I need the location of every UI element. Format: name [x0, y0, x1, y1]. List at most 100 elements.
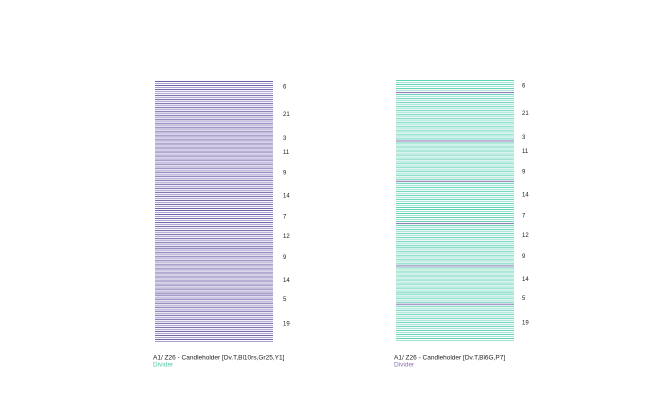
count-label: 7 [522, 214, 526, 220]
stripe [396, 84, 514, 86]
stripe [155, 181, 273, 183]
stripe [396, 124, 514, 126]
stripe [396, 293, 514, 295]
stripe [396, 245, 514, 247]
stripe [396, 247, 514, 249]
stripe [155, 240, 273, 242]
stripe [396, 231, 514, 233]
stripe [155, 135, 273, 137]
stripe [396, 128, 514, 130]
stripe [396, 88, 514, 90]
stripe [155, 163, 273, 165]
stripe [155, 214, 273, 216]
stripe [396, 305, 514, 307]
stripe [155, 250, 273, 252]
stripe [396, 287, 514, 289]
stripe [396, 196, 514, 198]
stripe [155, 103, 273, 105]
stripe [155, 280, 273, 282]
stripe [396, 335, 514, 337]
stripe [396, 100, 514, 102]
stripe [155, 338, 273, 340]
stripe [396, 142, 514, 144]
stripe [396, 271, 514, 273]
stripe [155, 238, 273, 240]
stripe [155, 258, 273, 260]
stripe [396, 309, 514, 311]
stripe [155, 294, 273, 296]
stripe [155, 302, 273, 304]
stripe [396, 235, 514, 237]
stripe [155, 298, 273, 300]
stripe [155, 117, 273, 119]
stripe [155, 113, 273, 115]
count-label: 6 [283, 85, 287, 91]
stripe [396, 317, 514, 319]
count-label: 12 [522, 233, 529, 239]
stripe [396, 170, 514, 172]
stripe [396, 204, 514, 206]
stripe [155, 129, 273, 131]
count-label: 12 [283, 234, 290, 240]
stripe [155, 224, 273, 226]
stripe [396, 217, 514, 219]
stripe [155, 97, 273, 99]
stripe [155, 193, 273, 195]
stripe [155, 300, 273, 302]
stripe [396, 154, 514, 156]
stripe [396, 176, 514, 178]
stripe [396, 180, 514, 182]
stripe [396, 289, 514, 291]
stripe [155, 99, 273, 101]
stripe [155, 83, 273, 85]
stripe [155, 246, 273, 248]
stripe [155, 203, 273, 205]
stripe [155, 244, 273, 246]
stripe [155, 185, 273, 187]
stripe [155, 127, 273, 129]
stripe [155, 330, 273, 332]
stripe [396, 182, 514, 184]
stripe [396, 211, 514, 212]
stripe [396, 120, 514, 122]
stripe [155, 292, 273, 294]
stripe [396, 162, 514, 164]
stripe [396, 148, 514, 150]
stripe [155, 288, 273, 290]
stripe [396, 134, 514, 136]
stripe [396, 166, 514, 168]
stripe [155, 232, 273, 234]
stripe [396, 249, 514, 251]
stripe [155, 336, 273, 338]
stripe [155, 167, 273, 169]
stripe [396, 229, 514, 231]
stripe [396, 331, 514, 333]
stripe [396, 337, 514, 339]
stripe [396, 333, 514, 335]
stripe [155, 205, 273, 207]
stripe [396, 307, 514, 309]
stripe [396, 194, 514, 196]
stripe [396, 279, 514, 281]
stripe [396, 82, 514, 84]
stripe [155, 230, 273, 232]
stripe [396, 259, 514, 261]
stripe [396, 285, 514, 287]
stripe [396, 138, 514, 140]
stripe [155, 326, 273, 328]
stripe [396, 92, 514, 94]
stripe [155, 322, 273, 324]
stripe [155, 242, 273, 244]
stripe [396, 255, 514, 257]
stripe [155, 81, 273, 82]
stripe [396, 86, 514, 88]
subcaption: Divider [394, 362, 415, 369]
stripe [155, 272, 273, 274]
stripe [155, 256, 273, 258]
stripe [155, 179, 273, 181]
stripe [396, 327, 514, 329]
stripe [396, 202, 514, 204]
stripe [155, 87, 273, 89]
stripe [396, 118, 514, 120]
stripe [396, 241, 514, 243]
